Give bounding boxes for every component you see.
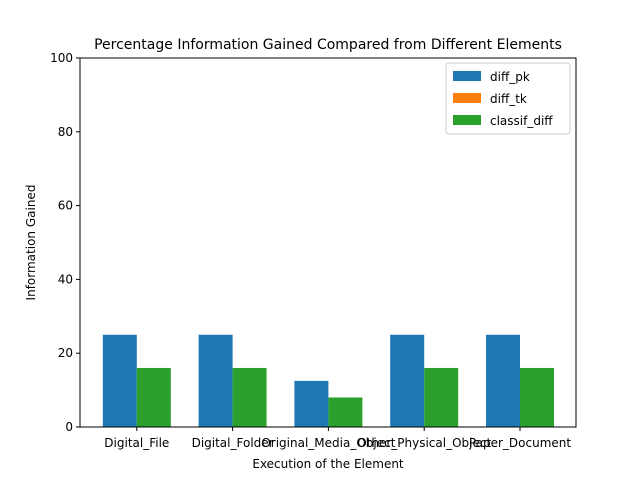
x-axis-label: Execution of the Element — [252, 457, 404, 471]
x-tick-label: Original_Media_Object — [261, 436, 395, 450]
y-tick-label: 20 — [58, 346, 73, 360]
legend-label-classif_diff: classif_diff — [490, 114, 553, 128]
y-tick-label: 0 — [65, 420, 73, 434]
bar-diff_pk-Original_Media_Object — [294, 380, 329, 428]
y-tick-label: 100 — [50, 51, 73, 65]
x-tick-label: Paper_Document — [469, 436, 571, 450]
bar-classif_diff-Other_Physical_Object — [424, 367, 459, 427]
legend-swatch-classif_diff — [453, 115, 481, 125]
bar-classif_diff-Digital_Folder — [232, 367, 267, 427]
chart-title: Percentage Information Gained Compared f… — [94, 37, 562, 53]
bar-classif_diff-Paper_Document — [520, 367, 554, 427]
bar-diff_pk-Other_Physical_Object — [390, 334, 425, 427]
legend: diff_pk diff_tk classif_diff — [445, 62, 571, 135]
x-tick-label: Digital_File — [104, 436, 169, 450]
legend-swatch-diff_pk — [453, 71, 481, 81]
y-tick-label: 80 — [58, 125, 73, 139]
bar-diff_pk-Digital_File — [102, 334, 137, 427]
bar-diff_pk-Paper_Document — [486, 334, 520, 427]
legend-swatch-diff_tk — [453, 93, 481, 103]
bar-diff_pk-Digital_Folder — [198, 334, 233, 427]
legend-label-diff_pk: diff_pk — [490, 70, 530, 84]
y-axis-label: Information Gained — [24, 185, 38, 301]
legend-label-diff_tk: diff_tk — [490, 92, 527, 106]
y-tick-label: 40 — [58, 272, 73, 286]
bar-classif_diff-Digital_File — [136, 367, 171, 427]
x-tick-label: Other_Physical_Object — [357, 436, 491, 450]
x-tick-label: Digital_Folder — [192, 436, 274, 450]
plot-area — [102, 334, 554, 428]
bar-classif_diff-Original_Media_Object — [328, 397, 363, 427]
y-tick-label: 60 — [58, 199, 73, 213]
y-axis: 0 20 40 60 80 100 — [50, 51, 80, 434]
x-axis: Digital_File Digital_FolderOriginal_Media… — [104, 427, 571, 450]
